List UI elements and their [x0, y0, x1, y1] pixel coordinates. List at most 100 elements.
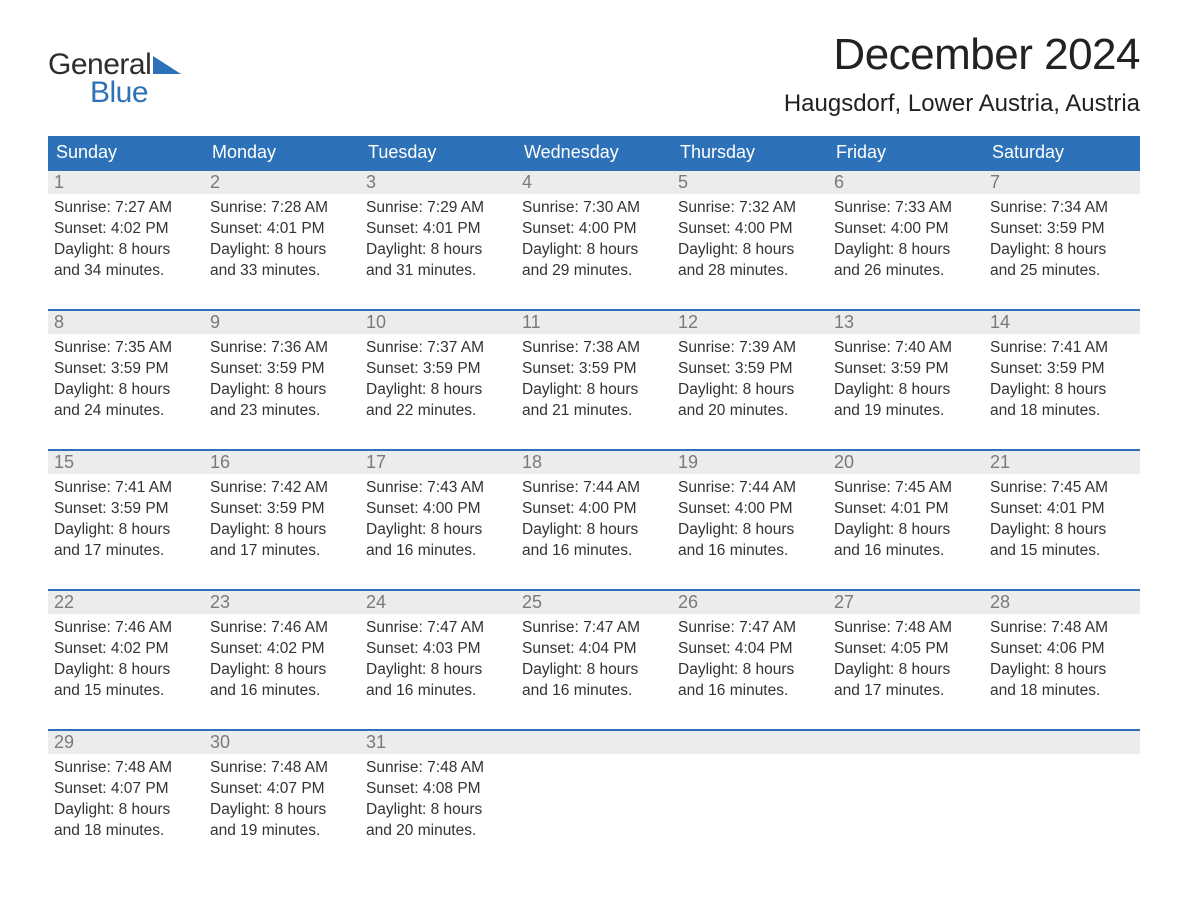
day-cell: 18Sunrise: 7:44 AMSunset: 4:00 PMDayligh…	[516, 451, 672, 571]
day-number: 4	[516, 171, 672, 194]
day-cell: 20Sunrise: 7:45 AMSunset: 4:01 PMDayligh…	[828, 451, 984, 571]
week-row: 22Sunrise: 7:46 AMSunset: 4:02 PMDayligh…	[48, 589, 1140, 711]
day-body: Sunrise: 7:28 AMSunset: 4:01 PMDaylight:…	[204, 194, 360, 284]
day-number: 23	[204, 591, 360, 614]
daylight-line1: Daylight: 8 hours	[54, 520, 198, 541]
daylight-line1: Daylight: 8 hours	[834, 240, 978, 261]
day-cell: 21Sunrise: 7:45 AMSunset: 4:01 PMDayligh…	[984, 451, 1140, 571]
day-cell	[828, 731, 984, 851]
day-body: Sunrise: 7:43 AMSunset: 4:00 PMDaylight:…	[360, 474, 516, 564]
day-number: 3	[360, 171, 516, 194]
day-cell: 1Sunrise: 7:27 AMSunset: 4:02 PMDaylight…	[48, 171, 204, 291]
day-cell: 12Sunrise: 7:39 AMSunset: 3:59 PMDayligh…	[672, 311, 828, 431]
daylight-line2: and 16 minutes.	[678, 541, 822, 562]
day-body: Sunrise: 7:48 AMSunset: 4:06 PMDaylight:…	[984, 614, 1140, 704]
sunrise-line: Sunrise: 7:41 AM	[990, 338, 1134, 359]
day-body: Sunrise: 7:47 AMSunset: 4:04 PMDaylight:…	[672, 614, 828, 704]
day-number-row: 19	[672, 451, 828, 474]
sunset-line: Sunset: 4:00 PM	[522, 499, 666, 520]
daylight-line2: and 15 minutes.	[990, 541, 1134, 562]
day-cell: 9Sunrise: 7:36 AMSunset: 3:59 PMDaylight…	[204, 311, 360, 431]
day-body: Sunrise: 7:39 AMSunset: 3:59 PMDaylight:…	[672, 334, 828, 424]
daylight-line2: and 28 minutes.	[678, 261, 822, 282]
sunset-line: Sunset: 4:00 PM	[834, 219, 978, 240]
day-body: Sunrise: 7:48 AMSunset: 4:08 PMDaylight:…	[360, 754, 516, 844]
day-cell: 10Sunrise: 7:37 AMSunset: 3:59 PMDayligh…	[360, 311, 516, 431]
sunrise-line: Sunrise: 7:37 AM	[366, 338, 510, 359]
daylight-line1: Daylight: 8 hours	[522, 380, 666, 401]
day-cell: 25Sunrise: 7:47 AMSunset: 4:04 PMDayligh…	[516, 591, 672, 711]
location: Haugsdorf, Lower Austria, Austria	[784, 90, 1140, 118]
daylight-line2: and 23 minutes.	[210, 401, 354, 422]
daylight-line2: and 17 minutes.	[834, 681, 978, 702]
sunset-line: Sunset: 3:59 PM	[522, 359, 666, 380]
day-body: Sunrise: 7:48 AMSunset: 4:07 PMDaylight:…	[48, 754, 204, 844]
day-number-row: 13	[828, 311, 984, 334]
day-body: Sunrise: 7:44 AMSunset: 4:00 PMDaylight:…	[516, 474, 672, 564]
day-number-row: 31	[360, 731, 516, 754]
day-body: Sunrise: 7:37 AMSunset: 3:59 PMDaylight:…	[360, 334, 516, 424]
day-number: 22	[48, 591, 204, 614]
sunset-line: Sunset: 3:59 PM	[990, 219, 1134, 240]
sunrise-line: Sunrise: 7:42 AM	[210, 478, 354, 499]
daylight-line1: Daylight: 8 hours	[990, 520, 1134, 541]
day-number-row: 7	[984, 171, 1140, 194]
daylight-line1: Daylight: 8 hours	[990, 660, 1134, 681]
logo-text-blue: Blue	[90, 76, 148, 110]
day-number: 16	[204, 451, 360, 474]
day-number-row: 27	[828, 591, 984, 614]
sunset-line: Sunset: 3:59 PM	[210, 359, 354, 380]
sunrise-line: Sunrise: 7:28 AM	[210, 198, 354, 219]
day-number-row: 24	[360, 591, 516, 614]
day-cell: 14Sunrise: 7:41 AMSunset: 3:59 PMDayligh…	[984, 311, 1140, 431]
day-number-row: 23	[204, 591, 360, 614]
sunrise-line: Sunrise: 7:27 AM	[54, 198, 198, 219]
day-body: Sunrise: 7:40 AMSunset: 3:59 PMDaylight:…	[828, 334, 984, 424]
day-number: 14	[984, 311, 1140, 334]
daylight-line1: Daylight: 8 hours	[522, 660, 666, 681]
sunset-line: Sunset: 4:07 PM	[210, 779, 354, 800]
daylight-line2: and 16 minutes.	[366, 681, 510, 702]
day-number: 29	[48, 731, 204, 754]
day-body: Sunrise: 7:34 AMSunset: 3:59 PMDaylight:…	[984, 194, 1140, 284]
logo-triangle-icon	[153, 52, 181, 79]
sunrise-line: Sunrise: 7:40 AM	[834, 338, 978, 359]
day-number-row: 20	[828, 451, 984, 474]
daylight-line2: and 20 minutes.	[678, 401, 822, 422]
day-cell	[984, 731, 1140, 851]
sunrise-line: Sunrise: 7:48 AM	[990, 618, 1134, 639]
day-number-row: 11	[516, 311, 672, 334]
day-cell: 15Sunrise: 7:41 AMSunset: 3:59 PMDayligh…	[48, 451, 204, 571]
sunset-line: Sunset: 4:06 PM	[990, 639, 1134, 660]
day-number-row: 8	[48, 311, 204, 334]
day-number: 31	[360, 731, 516, 754]
day-cell: 31Sunrise: 7:48 AMSunset: 4:08 PMDayligh…	[360, 731, 516, 851]
sunset-line: Sunset: 4:01 PM	[210, 219, 354, 240]
day-number-row: 5	[672, 171, 828, 194]
day-cell: 7Sunrise: 7:34 AMSunset: 3:59 PMDaylight…	[984, 171, 1140, 291]
daylight-line2: and 19 minutes.	[210, 821, 354, 842]
daylight-line1: Daylight: 8 hours	[990, 240, 1134, 261]
day-number: 1	[48, 171, 204, 194]
daylight-line1: Daylight: 8 hours	[834, 380, 978, 401]
sunrise-line: Sunrise: 7:44 AM	[522, 478, 666, 499]
weeks-container: 1Sunrise: 7:27 AMSunset: 4:02 PMDaylight…	[48, 169, 1140, 851]
day-number: 19	[672, 451, 828, 474]
day-body: Sunrise: 7:38 AMSunset: 3:59 PMDaylight:…	[516, 334, 672, 424]
daylight-line2: and 16 minutes.	[210, 681, 354, 702]
day-number-row: 4	[516, 171, 672, 194]
daylight-line1: Daylight: 8 hours	[366, 660, 510, 681]
day-header: Saturday	[984, 136, 1140, 169]
day-cell: 16Sunrise: 7:42 AMSunset: 3:59 PMDayligh…	[204, 451, 360, 571]
day-cell: 27Sunrise: 7:48 AMSunset: 4:05 PMDayligh…	[828, 591, 984, 711]
day-body: Sunrise: 7:30 AMSunset: 4:00 PMDaylight:…	[516, 194, 672, 284]
sunset-line: Sunset: 4:01 PM	[366, 219, 510, 240]
sunset-line: Sunset: 4:04 PM	[522, 639, 666, 660]
day-cell	[672, 731, 828, 851]
sunrise-line: Sunrise: 7:48 AM	[54, 758, 198, 779]
day-header: Tuesday	[360, 136, 516, 169]
daylight-line2: and 17 minutes.	[54, 541, 198, 562]
daylight-line1: Daylight: 8 hours	[678, 520, 822, 541]
daylight-line2: and 16 minutes.	[678, 681, 822, 702]
sunrise-line: Sunrise: 7:29 AM	[366, 198, 510, 219]
